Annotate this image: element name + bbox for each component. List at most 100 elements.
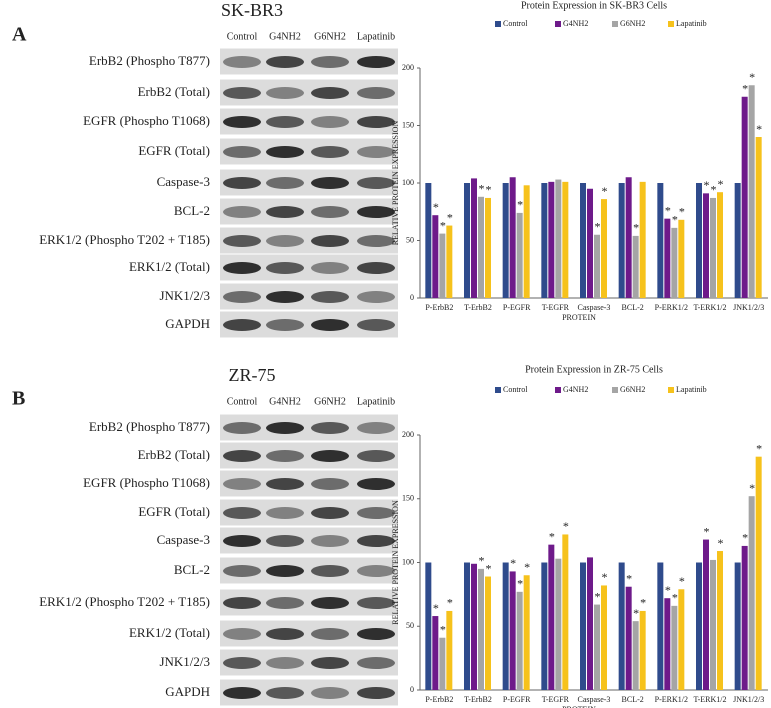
blot-band	[223, 687, 261, 699]
lane-label: G4NH2	[269, 31, 301, 42]
bar	[710, 197, 716, 298]
bar	[555, 558, 562, 690]
bar	[594, 234, 600, 298]
significance-mark: *	[440, 218, 446, 232]
y-tick-label: 200	[402, 430, 414, 439]
blot-band	[311, 687, 349, 699]
y-tick-label: 100	[402, 178, 414, 187]
x-tick-label: BCL-2	[622, 303, 644, 312]
x-tick-label: P-ErbB2	[425, 695, 453, 704]
blot-band	[223, 628, 261, 640]
blot-band	[311, 177, 349, 189]
blot-band	[223, 116, 261, 128]
blot-band	[266, 657, 304, 669]
lane-label: Lapatinib	[357, 31, 395, 42]
bar	[516, 212, 523, 298]
significance-mark: *	[640, 596, 646, 610]
blot-label: Caspase-3	[157, 174, 210, 189]
bar	[618, 562, 625, 690]
bar	[639, 181, 646, 298]
significance-mark: *	[718, 536, 724, 550]
bar	[734, 562, 741, 690]
blot-band	[357, 597, 395, 609]
y-tick-label: 100	[402, 557, 414, 566]
blot-band	[357, 56, 395, 68]
y-tick-label: 50	[406, 621, 414, 630]
significance-mark: *	[665, 583, 671, 597]
bar	[446, 225, 453, 298]
bar	[748, 85, 755, 298]
bar	[464, 183, 470, 298]
x-tick-label: BCL-2	[622, 695, 644, 704]
y-tick-label: 0	[410, 293, 414, 302]
panel-label: A	[12, 24, 27, 46]
blot-band	[357, 657, 395, 669]
x-tick-label: P-EGFR	[503, 303, 531, 312]
bar	[502, 562, 509, 690]
bar	[509, 177, 516, 298]
bar	[671, 227, 678, 298]
x-tick-label: T-ErbB2	[464, 695, 492, 704]
y-axis-label: RELATIVE PROTEIN EXPRESSION	[391, 121, 400, 246]
blot-band	[357, 206, 395, 218]
bar	[696, 183, 702, 298]
significance-mark: *	[549, 529, 555, 543]
y-tick-label: 50	[406, 235, 414, 244]
significance-mark: *	[517, 198, 523, 212]
significance-mark: *	[440, 622, 446, 636]
blot-label: BCL-2	[174, 562, 210, 577]
bar	[587, 557, 593, 690]
bar	[618, 183, 625, 298]
significance-mark: *	[524, 560, 530, 574]
blot-label: ErbB2 (Total)	[138, 84, 210, 99]
legend-label: G6NH2	[620, 19, 645, 28]
blot-band	[311, 146, 349, 158]
bar	[632, 621, 639, 690]
bar	[703, 539, 709, 690]
bar	[717, 551, 723, 690]
blot-band	[357, 146, 395, 158]
bar	[657, 183, 664, 298]
significance-mark: *	[756, 441, 762, 455]
significance-mark: *	[633, 221, 639, 235]
bar	[485, 197, 491, 298]
bar	[541, 183, 548, 298]
bar	[703, 193, 709, 298]
panel-title: SK-BR3	[221, 0, 283, 20]
blot-band	[223, 146, 261, 158]
bar	[678, 219, 685, 298]
y-axis-label: RELATIVE PROTEIN EXPRESSION	[391, 500, 400, 625]
legend-swatch	[612, 21, 618, 27]
blot-band	[311, 597, 349, 609]
x-tick-label: T-ErbB2	[464, 303, 492, 312]
bar	[478, 568, 484, 690]
blot-band	[357, 291, 395, 303]
blot-band	[223, 56, 261, 68]
blot-label: JNK1/2/3	[159, 654, 210, 669]
blot-label: ErbB2 (Phospho T877)	[89, 53, 210, 68]
blot-band	[223, 262, 261, 274]
bar	[425, 562, 432, 690]
blot-band	[311, 450, 349, 462]
blot-band	[266, 56, 304, 68]
bar	[432, 215, 439, 298]
bar	[639, 610, 646, 690]
blot-band	[266, 450, 304, 462]
significance-mark: *	[433, 200, 439, 214]
significance-mark: *	[756, 122, 762, 136]
x-tick-label: JNK1/2/3	[733, 303, 764, 312]
bar	[671, 605, 678, 690]
legend-swatch	[668, 387, 674, 393]
blot-band	[357, 565, 395, 577]
blot-band	[223, 422, 261, 434]
blot-band	[266, 565, 304, 577]
blot-label: ErbB2 (Total)	[138, 447, 210, 462]
x-tick-label: Caspase-3	[578, 695, 611, 704]
legend-label: Lapatinib	[676, 19, 707, 28]
significance-mark: *	[679, 205, 685, 219]
blot-band	[266, 177, 304, 189]
blot-band	[311, 291, 349, 303]
significance-mark: *	[742, 531, 748, 545]
chart-title: Protein Expression in SK-BR3 Cells	[521, 0, 667, 11]
blot-band	[223, 478, 261, 490]
